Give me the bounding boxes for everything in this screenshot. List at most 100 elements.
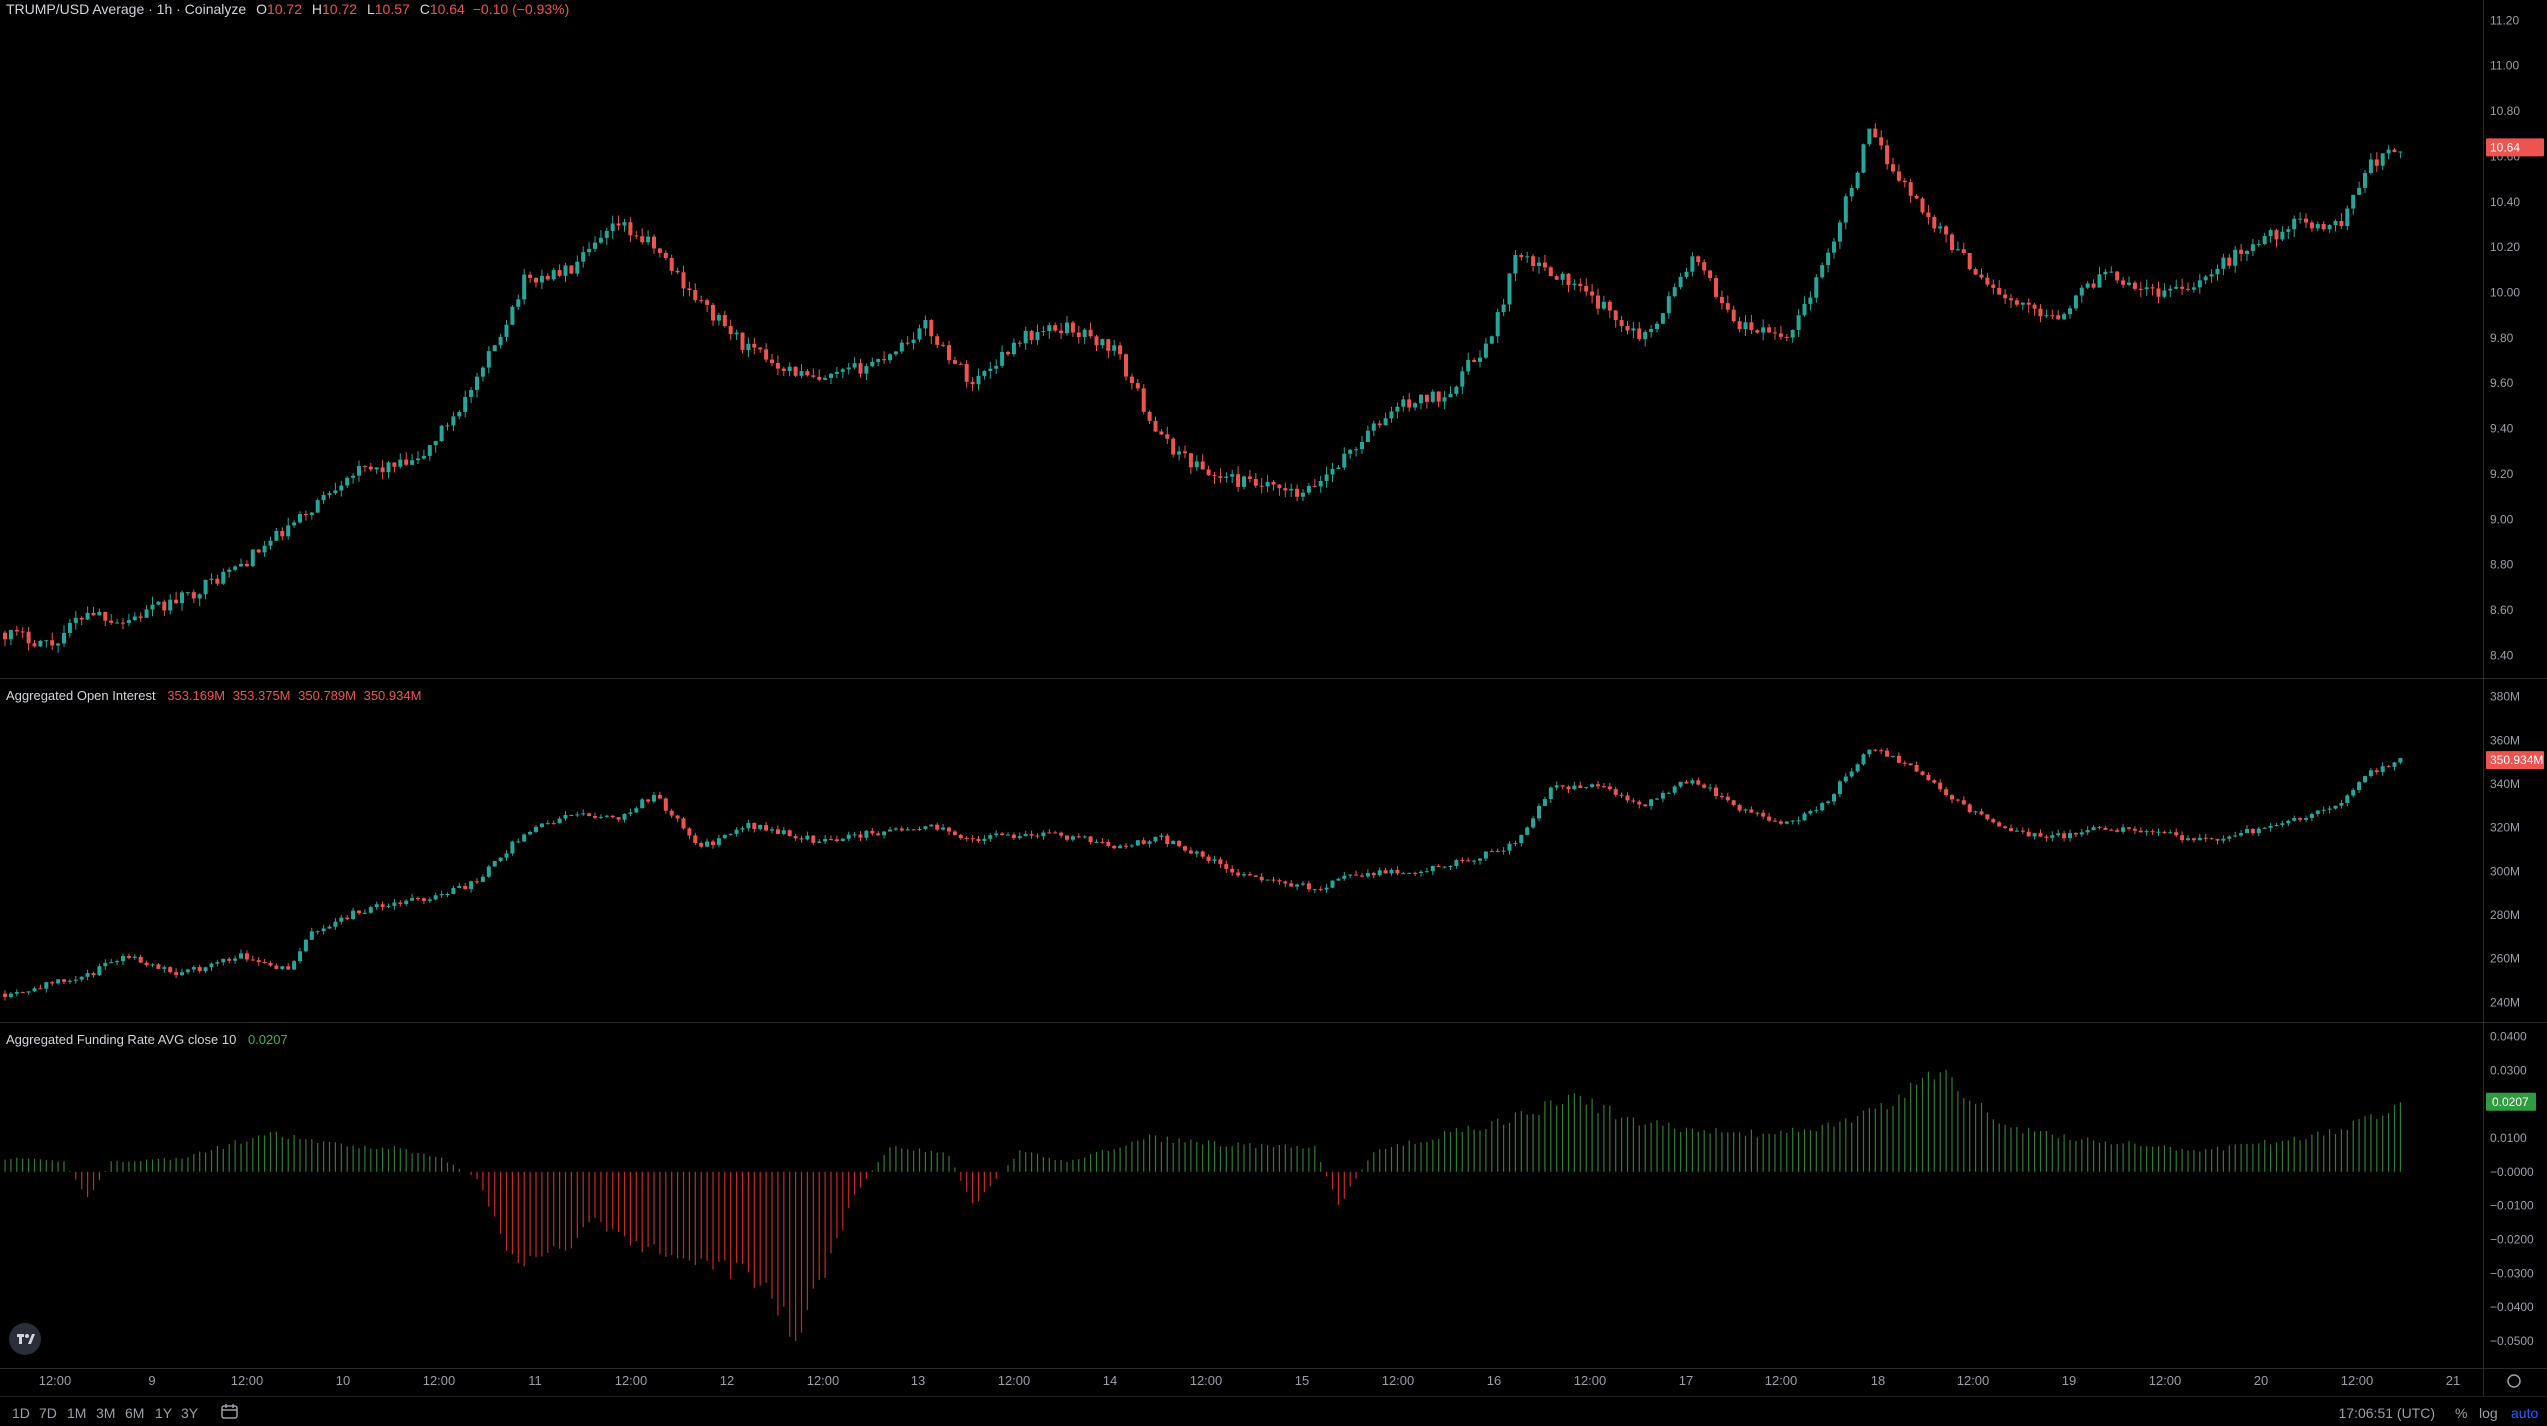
high-value: 10.72 [322, 1, 357, 17]
candle-body [2316, 224, 2320, 228]
candle-body [1030, 834, 1034, 835]
y-tick-label: −0.0500 [2490, 1334, 2534, 1348]
range-1y[interactable]: 1Y [155, 1405, 172, 1421]
candle-body [2044, 837, 2048, 838]
candle-body [369, 467, 373, 470]
x-tick-label: 12:00 [615, 1373, 648, 1388]
candle-body [62, 633, 66, 643]
candle-body [2251, 244, 2255, 251]
candle-body [204, 967, 208, 971]
candle-body [864, 366, 868, 373]
candle-body [1814, 277, 1818, 297]
candle-body [74, 618, 78, 623]
candle-body [156, 602, 160, 605]
candle-body [1531, 256, 1535, 266]
candle-body [2003, 827, 2007, 829]
bottom-toolbar: 1D 7D 1M 3M 6M 1Y 3Y 17:06:51 (UTC) % lo… [0, 1396, 2547, 1426]
range-3m[interactable]: 3M [96, 1405, 115, 1421]
tradingview-logo[interactable] [9, 1323, 41, 1355]
y-tick-label: 9.80 [2490, 331, 2514, 345]
candle-body [345, 478, 349, 486]
candle-body [115, 623, 119, 624]
candle-body [180, 972, 184, 975]
candle-body [1041, 832, 1045, 836]
range-3y[interactable]: 3Y [181, 1405, 198, 1421]
range-1m[interactable]: 1M [67, 1405, 86, 1421]
candle-body [1083, 330, 1087, 337]
candle-body [2192, 287, 2196, 289]
settings-gear-icon[interactable] [2508, 1375, 2520, 1387]
candle-body [1661, 793, 1665, 799]
candle-body [1897, 171, 1901, 180]
candle-body [475, 881, 479, 882]
candle-body [375, 467, 379, 469]
candle-body [2121, 827, 2125, 831]
candle-body [2151, 831, 2155, 832]
candle-body [1584, 286, 1588, 292]
candle-body [829, 839, 833, 840]
candle-body [1879, 750, 1883, 751]
candle-body [652, 237, 656, 249]
candle-body [1596, 296, 1600, 309]
candle-body [1985, 278, 1989, 285]
candle-body [2328, 809, 2332, 810]
candle-body [805, 371, 809, 375]
candle-body [2115, 272, 2119, 281]
candle-body [1130, 377, 1134, 383]
candle-body [1071, 322, 1075, 332]
candle-body [546, 276, 550, 280]
utc-clock[interactable]: 17:06:51 (UTC) [2339, 1405, 2435, 1421]
candle-body [210, 579, 214, 580]
candle-body [811, 375, 815, 376]
candle-body [1242, 476, 1246, 486]
log-scale-toggle[interactable]: log [2479, 1405, 2498, 1421]
candle-body [882, 832, 886, 836]
auto-scale-toggle[interactable]: auto [2511, 1405, 2538, 1421]
candle-body [487, 351, 491, 367]
candle-body [434, 441, 438, 445]
candle-body [1319, 481, 1323, 486]
candle-body [410, 898, 414, 901]
candle-body [623, 814, 627, 820]
candle-body [534, 827, 538, 832]
candle-body [1502, 851, 1506, 852]
candle-body [2009, 298, 2013, 300]
candle-body [1708, 788, 1712, 789]
candle-body [900, 343, 904, 352]
candle-body [286, 966, 290, 969]
candle-body [2221, 258, 2225, 269]
calendar-icon[interactable] [220, 1402, 240, 1423]
y-tick-label: 9.20 [2490, 467, 2514, 481]
price-legend: TRUMP/USD Average · 1h · Coinalyze O10.7… [6, 1, 569, 17]
candle-body [1018, 836, 1022, 838]
open-value: 10.72 [267, 1, 302, 17]
candle-body [575, 814, 579, 815]
candle-body [1502, 304, 1506, 312]
candle-body [333, 490, 337, 493]
candle-body [434, 895, 438, 899]
candle-body [2204, 277, 2208, 281]
range-6m[interactable]: 6M [125, 1405, 144, 1421]
candle-body [1124, 354, 1128, 376]
candle-body [2050, 315, 2054, 316]
candle-body [2251, 829, 2255, 833]
candle-body [912, 829, 916, 830]
candle-body [670, 811, 674, 816]
candle-body [617, 817, 621, 820]
candle-body [2157, 288, 2161, 296]
candle-body [1519, 835, 1523, 843]
candle-body [1508, 844, 1512, 851]
candle-body [693, 290, 697, 300]
range-7d[interactable]: 7D [39, 1405, 57, 1421]
candle-body [2245, 251, 2249, 254]
y-tick-label: −0.0400 [2490, 1300, 2534, 1314]
range-1d[interactable]: 1D [12, 1405, 30, 1421]
x-tick-label: 12:00 [39, 1373, 72, 1388]
candle-body [676, 271, 680, 272]
candle-body [1932, 217, 1936, 228]
percent-scale-toggle[interactable]: % [2455, 1405, 2467, 1421]
candle-body [1820, 803, 1824, 810]
candle-body [1254, 875, 1258, 876]
candle-body [1195, 852, 1199, 854]
